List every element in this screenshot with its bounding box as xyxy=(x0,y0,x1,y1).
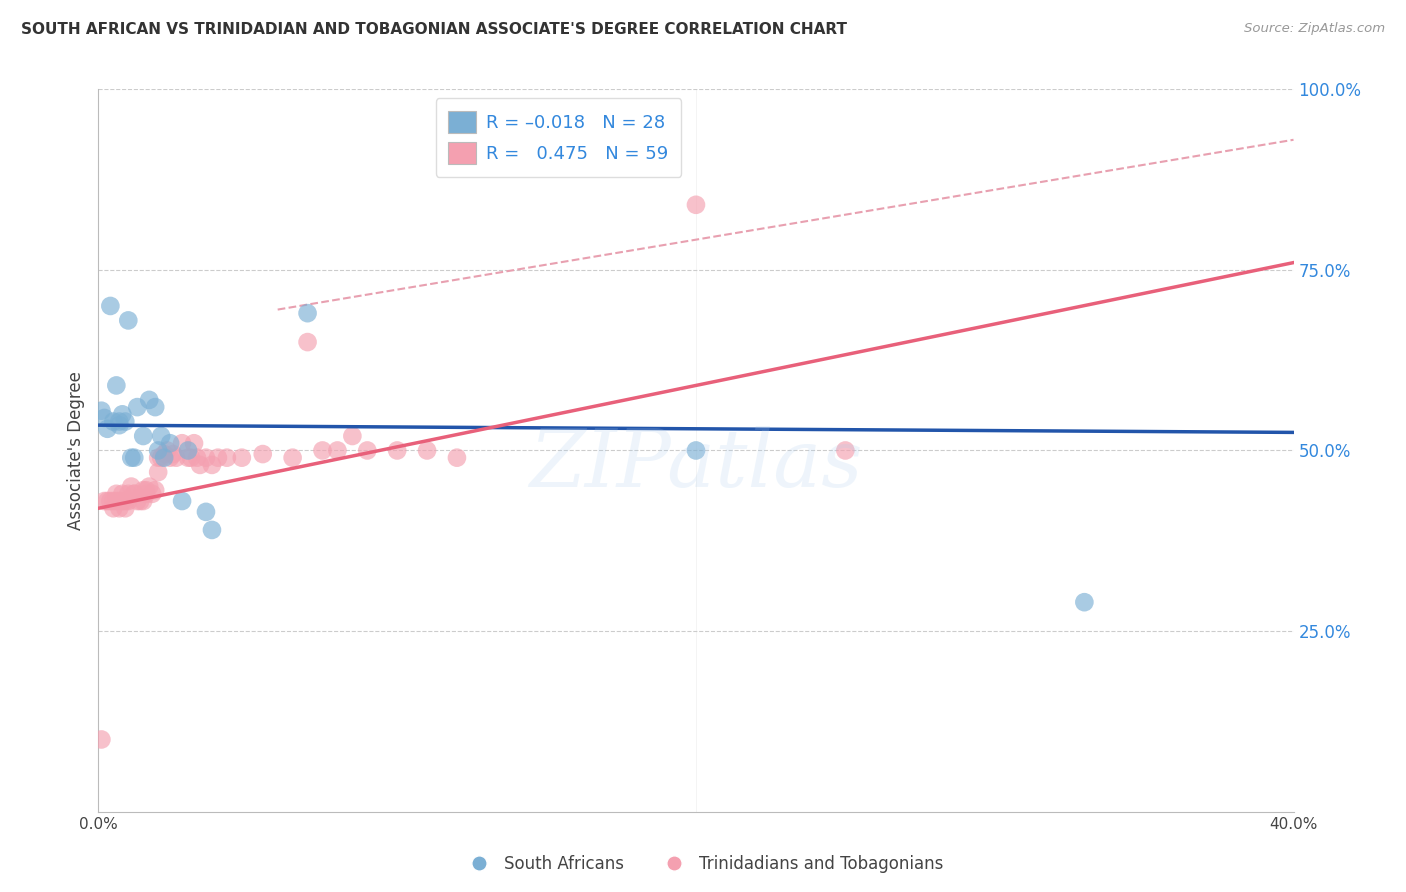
Point xyxy=(1073,595,1095,609)
Point xyxy=(90,403,112,417)
Point xyxy=(685,198,707,212)
Point xyxy=(297,306,319,320)
Point xyxy=(150,450,173,465)
Point xyxy=(207,450,229,465)
Point xyxy=(124,487,146,501)
Point xyxy=(111,487,134,501)
Point xyxy=(153,450,176,465)
Point xyxy=(124,450,146,465)
Point xyxy=(124,487,146,501)
Point xyxy=(148,450,170,465)
Point xyxy=(96,494,118,508)
Point xyxy=(132,483,155,498)
Point xyxy=(156,443,179,458)
Point xyxy=(153,447,176,461)
Text: SOUTH AFRICAN VS TRINIDADIAN AND TOBAGONIAN ASSOCIATE'S DEGREE CORRELATION CHART: SOUTH AFRICAN VS TRINIDADIAN AND TOBAGON… xyxy=(21,22,846,37)
Point xyxy=(159,436,181,450)
Point xyxy=(201,458,224,472)
Point xyxy=(186,450,208,465)
Point xyxy=(132,429,155,443)
Point xyxy=(105,378,128,392)
Point xyxy=(177,450,200,465)
Point xyxy=(111,494,134,508)
Point xyxy=(103,415,125,429)
Point xyxy=(105,487,128,501)
Point xyxy=(177,443,200,458)
Point xyxy=(281,450,304,465)
Point xyxy=(111,407,134,421)
Point xyxy=(120,480,142,494)
Point xyxy=(231,450,253,465)
Point xyxy=(150,429,173,443)
Point xyxy=(138,392,160,407)
Point xyxy=(120,450,142,465)
Point xyxy=(201,523,224,537)
Point xyxy=(143,400,166,414)
Point xyxy=(311,443,333,458)
Point xyxy=(356,443,378,458)
Point xyxy=(159,450,181,465)
Point xyxy=(98,299,122,313)
Point xyxy=(138,480,160,494)
Point xyxy=(132,494,155,508)
Point xyxy=(215,450,238,465)
Point xyxy=(143,483,166,498)
Point xyxy=(162,447,184,461)
Point xyxy=(98,494,122,508)
Point xyxy=(416,443,439,458)
Point xyxy=(114,494,136,508)
Y-axis label: Associate's Degree: Associate's Degree xyxy=(66,371,84,530)
Point xyxy=(172,436,194,450)
Point xyxy=(297,334,319,349)
Legend: R = –0.018   N = 28, R =   0.475   N = 59: R = –0.018 N = 28, R = 0.475 N = 59 xyxy=(436,98,682,177)
Point xyxy=(685,443,707,458)
Point xyxy=(342,429,364,443)
Point xyxy=(93,411,115,425)
Point xyxy=(326,443,349,458)
Point xyxy=(446,450,468,465)
Point xyxy=(93,494,115,508)
Point xyxy=(195,505,218,519)
Point xyxy=(117,494,139,508)
Point xyxy=(252,447,274,461)
Point xyxy=(135,487,157,501)
Point xyxy=(834,443,856,458)
Point xyxy=(96,422,118,436)
Point xyxy=(141,487,163,501)
Point xyxy=(127,400,149,414)
Legend: South Africans, Trinidadians and Tobagonians: South Africans, Trinidadians and Tobagon… xyxy=(456,848,950,880)
Point xyxy=(127,494,149,508)
Point xyxy=(114,415,136,429)
Point xyxy=(188,458,211,472)
Point xyxy=(183,436,205,450)
Point xyxy=(103,501,125,516)
Point xyxy=(135,483,157,498)
Text: ZIPatlas: ZIPatlas xyxy=(529,426,863,504)
Point xyxy=(117,487,139,501)
Point xyxy=(105,494,128,508)
Point xyxy=(114,501,136,516)
Point xyxy=(129,494,152,508)
Point xyxy=(90,732,112,747)
Point xyxy=(180,450,202,465)
Point xyxy=(385,443,409,458)
Point xyxy=(172,494,194,508)
Point xyxy=(108,501,131,516)
Text: Source: ZipAtlas.com: Source: ZipAtlas.com xyxy=(1244,22,1385,36)
Point xyxy=(195,450,218,465)
Point xyxy=(103,494,125,508)
Point xyxy=(108,418,131,433)
Point xyxy=(108,415,131,429)
Point xyxy=(117,313,139,327)
Point xyxy=(108,494,131,508)
Point xyxy=(148,465,170,479)
Point xyxy=(165,450,187,465)
Point xyxy=(148,443,170,458)
